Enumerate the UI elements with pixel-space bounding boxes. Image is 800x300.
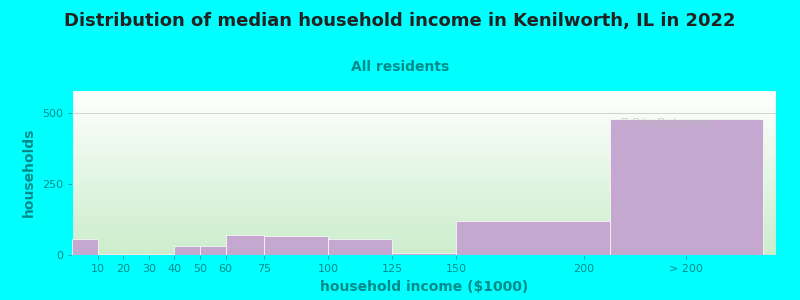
Bar <box>226 235 264 255</box>
Y-axis label: households: households <box>22 128 36 217</box>
Text: Distribution of median household income in Kenilworth, IL in 2022: Distribution of median household income … <box>64 12 736 30</box>
Bar <box>610 119 763 255</box>
Bar <box>200 246 226 255</box>
Bar <box>98 254 123 255</box>
Bar <box>392 253 456 255</box>
Bar <box>264 236 328 255</box>
X-axis label: household income ($1000): household income ($1000) <box>320 280 528 294</box>
Bar <box>149 254 174 255</box>
Bar <box>174 246 200 255</box>
Text: All residents: All residents <box>351 60 449 74</box>
Bar <box>123 254 149 255</box>
Bar <box>456 221 610 255</box>
Bar <box>72 239 98 255</box>
Text: ⓘ City-Data.com: ⓘ City-Data.com <box>621 118 710 128</box>
Bar <box>328 238 392 255</box>
